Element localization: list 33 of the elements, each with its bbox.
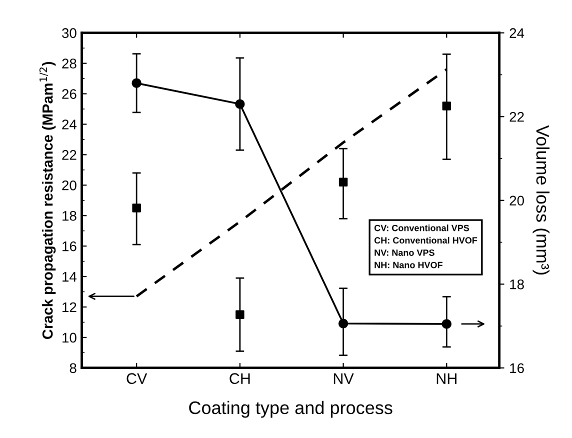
point: [338, 318, 348, 328]
y2-tick-label: 24: [510, 28, 524, 38]
x-axis-title: Coating type and process: [189, 400, 392, 418]
point: [338, 178, 348, 186]
y2-tick-label: 18: [510, 279, 524, 290]
y-tick-label: 28: [62, 58, 76, 68]
y-tick-label: 10: [62, 332, 76, 343]
x-tick-label: CH: [230, 373, 250, 384]
y-tick-label: 18: [62, 210, 76, 221]
y-axis-title: Crack propagation resistance (MPam$^{1/2}$): [39, 62, 56, 339]
y2-axis-title: Volume loss (mm³): [532, 125, 550, 275]
y-tick-label: 12: [62, 302, 76, 312]
annotation: CV: Conventional VPS CH: Conventional HVOF NV: Nano VPS NH: Nano HVOF: [374, 224, 478, 268]
point: [235, 99, 245, 109]
y-tick-label: 30: [62, 28, 76, 38]
point: [236, 310, 244, 319]
x-tick-label: NV: [334, 373, 354, 384]
point: [132, 204, 141, 212]
y2-tick-label: 20: [510, 196, 524, 206]
y-tick-label: 20: [62, 180, 76, 190]
y-tick-label: 8: [70, 363, 76, 374]
y-tick-label: 14: [62, 272, 77, 282]
y-tick-label: 26: [62, 89, 76, 99]
y2-tick-label: 22: [510, 112, 524, 122]
x-tick-label: NH: [436, 373, 456, 384]
point: [442, 102, 452, 110]
y-tick-label: 16: [62, 241, 76, 252]
y-tick-label: 24: [62, 120, 77, 130]
point: [132, 78, 142, 88]
y2-tick-label: 16: [510, 363, 524, 374]
y-tick-label: 22: [62, 150, 76, 160]
x-tick-label: CV: [126, 373, 148, 384]
point: [442, 319, 452, 329]
